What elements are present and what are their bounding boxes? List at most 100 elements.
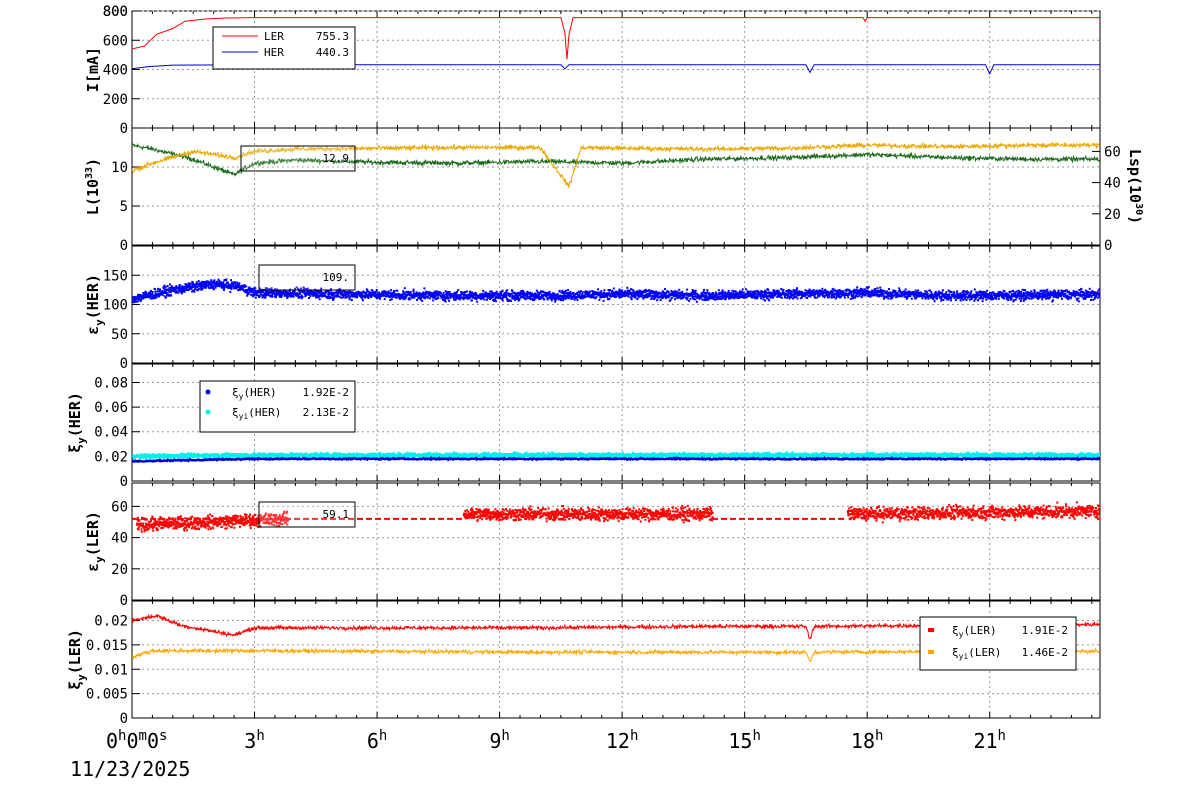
- y-tick-label: 0: [120, 238, 128, 254]
- data-point: [221, 453, 224, 456]
- data-point: [448, 299, 451, 302]
- data-point: [374, 292, 377, 295]
- data-point: [505, 292, 508, 295]
- data-point: [803, 291, 805, 294]
- data-point: [402, 295, 405, 298]
- data-point: [383, 290, 386, 293]
- data-point: [446, 295, 449, 298]
- data-point: [649, 294, 652, 297]
- data-point: [717, 289, 720, 292]
- data-point: [766, 297, 769, 300]
- data-point: [421, 294, 424, 297]
- data-point: [1019, 295, 1022, 298]
- data-point: [209, 283, 212, 286]
- data-point: [588, 290, 591, 293]
- data-point: [639, 290, 642, 293]
- data-point: [925, 296, 927, 299]
- data-point: [416, 298, 418, 301]
- data-point: [274, 296, 277, 299]
- data-point: [310, 289, 313, 292]
- data-point: [1033, 290, 1036, 293]
- data-point: [483, 298, 486, 301]
- data-point: [1019, 292, 1022, 295]
- data-point: [196, 286, 198, 288]
- data-point: [884, 296, 887, 299]
- y-tick-label: 0.08: [94, 375, 128, 391]
- data-point: [194, 288, 196, 291]
- data-point: [1028, 293, 1031, 296]
- data-point: [1060, 289, 1063, 292]
- data-point: [588, 291, 591, 294]
- data-point: [754, 292, 757, 295]
- data-point: [156, 290, 159, 293]
- data-point: [938, 290, 941, 293]
- data-point: [526, 291, 529, 294]
- data-point: [923, 294, 926, 297]
- data-point: [475, 293, 478, 296]
- data-point: [357, 290, 360, 293]
- data-point: [293, 289, 296, 292]
- data-point: [457, 289, 460, 292]
- data-point: [967, 291, 970, 294]
- data-point: [979, 296, 982, 298]
- data-point: [625, 293, 628, 296]
- data-point: [708, 292, 711, 295]
- data-point: [746, 290, 749, 293]
- data-point: [995, 297, 998, 300]
- data-point: [795, 292, 798, 295]
- data-point: [1068, 291, 1071, 294]
- data-point: [427, 294, 430, 297]
- data-point: [283, 293, 286, 296]
- data-point: [264, 292, 267, 295]
- data-point: [397, 295, 400, 297]
- data-point: [603, 292, 605, 295]
- data-point: [361, 299, 364, 302]
- data-point: [220, 281, 222, 284]
- data-point: [814, 296, 816, 299]
- data-point: [850, 293, 853, 296]
- data-point: [694, 289, 697, 292]
- data-point: [866, 292, 868, 295]
- data-point: [521, 296, 524, 299]
- data-point: [145, 291, 147, 294]
- data-point: [982, 297, 985, 300]
- data-point: [705, 297, 708, 300]
- data-point: [166, 455, 169, 458]
- data-point: [1057, 289, 1060, 292]
- data-point: [268, 287, 271, 290]
- data-point: [134, 298, 137, 301]
- data-point: [633, 295, 636, 298]
- data-point: [675, 296, 678, 299]
- data-point: [615, 295, 618, 298]
- data-point: [365, 295, 368, 298]
- data-point: [668, 299, 671, 302]
- data-point: [452, 296, 455, 299]
- data-point: [1060, 295, 1063, 298]
- data-point: [559, 299, 562, 302]
- data-point: [750, 293, 753, 295]
- data-point: [936, 297, 939, 300]
- data-point: [688, 299, 690, 302]
- data-point: [704, 296, 707, 299]
- data-point: [299, 291, 302, 294]
- data-point: [733, 295, 736, 298]
- data-point: [221, 286, 224, 289]
- data-point: [422, 291, 425, 294]
- data-point: [869, 295, 872, 298]
- data-point: [200, 285, 203, 288]
- data-point: [263, 294, 266, 296]
- data-point: [1076, 299, 1079, 302]
- data-point: [691, 295, 694, 298]
- data-point: [387, 290, 390, 293]
- data-point: [627, 292, 629, 295]
- data-point: [420, 292, 423, 295]
- data-point: [393, 290, 396, 292]
- data-point: [496, 292, 499, 295]
- data-point: [990, 298, 993, 301]
- data-point: [674, 294, 677, 297]
- data-point: [802, 293, 805, 296]
- data-point: [516, 297, 519, 300]
- data-point: [631, 292, 634, 294]
- data-point: [191, 283, 194, 286]
